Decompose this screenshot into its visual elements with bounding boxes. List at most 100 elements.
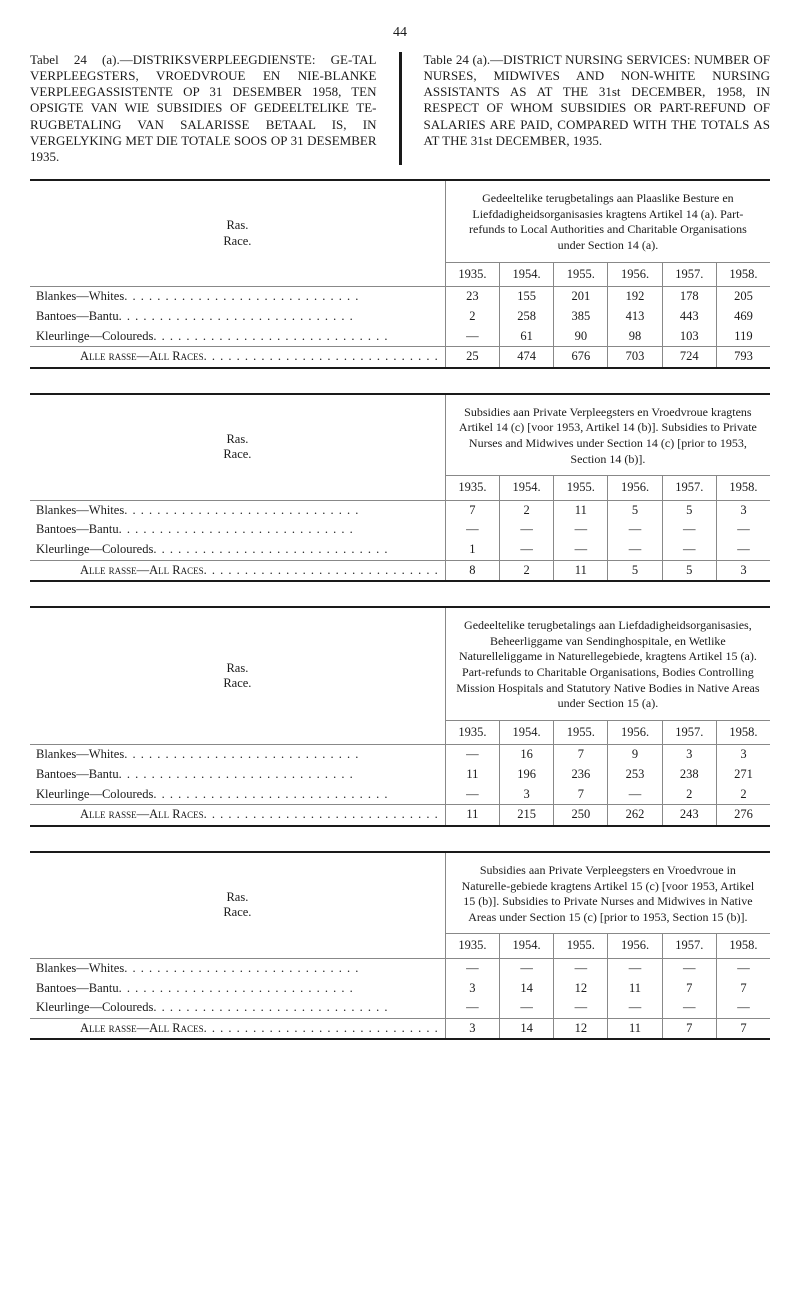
cell: 155	[500, 287, 554, 307]
year: 1956.	[608, 262, 662, 287]
cell: 8	[445, 560, 499, 581]
cell: 7	[554, 745, 608, 765]
year: 1954.	[500, 934, 554, 959]
cell: 25	[445, 347, 499, 368]
cell: —	[608, 998, 662, 1018]
cell: 3	[445, 1018, 499, 1039]
row-label-all: Alle rasse—All Races	[80, 349, 204, 363]
cell: 3	[662, 745, 716, 765]
cell: 1	[445, 540, 499, 560]
cell: —	[500, 520, 554, 540]
cell: —	[608, 958, 662, 978]
cell: 2	[716, 785, 770, 805]
row-label-bantu: Bantoes—Bantu	[36, 309, 119, 323]
cell: —	[445, 998, 499, 1018]
cell: 7	[716, 1018, 770, 1039]
cell: 3	[445, 979, 499, 999]
cell: —	[500, 998, 554, 1018]
row-label-whites: Blankes—Whites	[36, 747, 124, 761]
row-label-whites: Blankes—Whites	[36, 961, 124, 975]
cell: 236	[554, 765, 608, 785]
cell: 23	[445, 287, 499, 307]
year: 1958.	[716, 934, 770, 959]
table-row: Blankes—Whites — — — — — —	[30, 958, 770, 978]
cell: 243	[662, 805, 716, 826]
cell: 258	[500, 307, 554, 327]
row-label-bantu: Bantoes—Bantu	[36, 981, 119, 995]
table-3: Ras.Race. Gedeeltelike terugbetalings aa…	[30, 606, 770, 827]
year: 1956.	[608, 934, 662, 959]
table-row-total: Alle rasse—All Races 25 474 676 703 724 …	[30, 347, 770, 368]
table-4-caption: Subsidies aan Private Verpleegsters en V…	[445, 852, 770, 934]
page-number: 44	[30, 24, 770, 42]
cell: —	[716, 520, 770, 540]
ras-header: Ras.Race.	[30, 180, 445, 287]
cell: 119	[716, 327, 770, 347]
row-label-bantu: Bantoes—Bantu	[36, 522, 119, 536]
year: 1956.	[608, 476, 662, 501]
ras-header: Ras.Race.	[30, 607, 445, 745]
cell: —	[445, 327, 499, 347]
table-row: Kleurlinge—Coloureds — 3 7 — 2 2	[30, 785, 770, 805]
cell: 703	[608, 347, 662, 368]
cell: 3	[716, 500, 770, 520]
cell: 676	[554, 347, 608, 368]
cell: 11	[445, 765, 499, 785]
year: 1935.	[445, 934, 499, 959]
cell: 2	[500, 500, 554, 520]
table-row: Kleurlinge—Coloureds 1 — — — — —	[30, 540, 770, 560]
cell: —	[554, 520, 608, 540]
cell: 7	[716, 979, 770, 999]
cell: 205	[716, 287, 770, 307]
row-label-coloureds: Kleurlinge—Coloureds	[36, 542, 153, 556]
cell: 443	[662, 307, 716, 327]
table-row: Bantoes—Bantu 3 14 12 11 7 7	[30, 979, 770, 999]
cell: —	[662, 958, 716, 978]
cell: 5	[608, 560, 662, 581]
year: 1957.	[662, 720, 716, 745]
cell: 253	[608, 765, 662, 785]
year: 1958.	[716, 720, 770, 745]
cell: 474	[500, 347, 554, 368]
cell: 7	[662, 1018, 716, 1039]
cell: 7	[445, 500, 499, 520]
cell: 3	[716, 745, 770, 765]
year: 1935.	[445, 476, 499, 501]
cell: —	[662, 520, 716, 540]
cell: 3	[716, 560, 770, 581]
table-row: Blankes—Whites — 16 7 9 3 3	[30, 745, 770, 765]
cell: 98	[608, 327, 662, 347]
table-3-caption: Gedeeltelike terugbetalings aan Liefdadi…	[445, 607, 770, 720]
ras-header: Ras.Race.	[30, 852, 445, 959]
table-row: Bantoes—Bantu — — — — — —	[30, 520, 770, 540]
row-label-all: Alle rasse—All Races	[80, 1021, 204, 1035]
cell: 2	[445, 307, 499, 327]
row-label-all: Alle rasse—All Races	[80, 563, 204, 577]
table-row: Blankes—Whites 23 155 201 192 178 205	[30, 287, 770, 307]
cell: 61	[500, 327, 554, 347]
cell: 385	[554, 307, 608, 327]
cell: 90	[554, 327, 608, 347]
cell: —	[662, 540, 716, 560]
title-left: Tabel 24 (a).—DISTRIKSVERPLEEGDIENSTE: G…	[30, 52, 377, 166]
table-row: Kleurlinge—Coloureds — — — — — —	[30, 998, 770, 1018]
cell: 103	[662, 327, 716, 347]
cell: —	[608, 785, 662, 805]
cell: 11	[445, 805, 499, 826]
cell: 178	[662, 287, 716, 307]
cell: 3	[500, 785, 554, 805]
year: 1955.	[554, 720, 608, 745]
year: 1956.	[608, 720, 662, 745]
cell: 262	[608, 805, 662, 826]
cell: 12	[554, 1018, 608, 1039]
cell: 14	[500, 979, 554, 999]
table-row: Bantoes—Bantu 11 196 236 253 238 271	[30, 765, 770, 785]
title-right: Table 24 (a).—DISTRICT NURSING SERVICES:…	[424, 52, 771, 166]
cell: 7	[554, 785, 608, 805]
row-label-coloureds: Kleurlinge—Coloureds	[36, 787, 153, 801]
year: 1954.	[500, 262, 554, 287]
table-row: Blankes—Whites 7 2 11 5 5 3	[30, 500, 770, 520]
cell: 238	[662, 765, 716, 785]
cell: 11	[554, 560, 608, 581]
cell: —	[500, 958, 554, 978]
